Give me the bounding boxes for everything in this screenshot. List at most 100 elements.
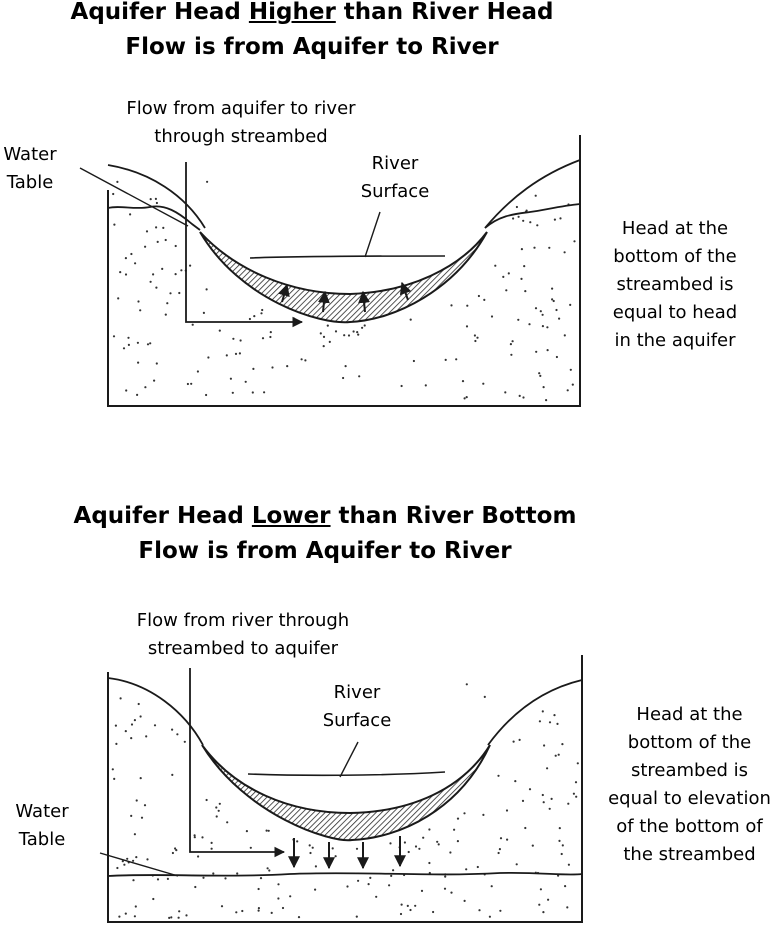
panel-1-flow-path: [185, 162, 304, 328]
sediment-dot: [229, 377, 232, 380]
sediment-dot: [281, 906, 285, 910]
sediment-dot: [137, 702, 140, 706]
sediment-dot: [541, 325, 545, 328]
sediment-dot: [490, 315, 494, 318]
sediment-dot: [129, 213, 132, 216]
sediment-dot: [269, 335, 272, 339]
sediment-dot: [444, 875, 447, 878]
panel-1-water-table-right: [484, 203, 581, 229]
sediment-dot: [551, 287, 554, 290]
panel-2-title-line-2: Flow is from Aquifer to River: [138, 538, 512, 564]
sediment-dot: [130, 723, 134, 726]
sediment-dot: [155, 286, 158, 289]
sediment-dot: [153, 379, 156, 382]
sediment-dot: [164, 238, 167, 242]
panel-2-head-note: Head at the bottom of the streambed is e…: [608, 704, 771, 865]
sediment-dot: [477, 294, 480, 298]
sediment-dot: [122, 347, 126, 350]
sediment-dot: [529, 221, 532, 224]
sediment-dot: [450, 304, 453, 307]
sediment-dot: [326, 324, 329, 327]
sediment-dot: [465, 396, 468, 399]
sediment-dot: [135, 799, 138, 802]
panel-1-title-emphasis: Higher: [248, 0, 336, 25]
sediment-dot: [546, 326, 549, 329]
sediment-dot: [541, 793, 544, 797]
sediment-dot: [124, 273, 128, 276]
sediment-dot: [342, 376, 345, 380]
sediment-dot: [113, 777, 116, 781]
sediment-dot: [112, 192, 115, 196]
sediment-dot: [309, 851, 312, 855]
sediment-dot: [245, 830, 248, 833]
sediment-dot: [174, 273, 177, 276]
sediment-dot: [367, 883, 370, 886]
sediment-dot: [263, 391, 266, 394]
sediment-dot: [548, 807, 551, 810]
sediment-dot: [573, 240, 576, 243]
panel-1-water-table-leader: [79, 167, 189, 227]
sediment-dot: [356, 331, 359, 334]
sediment-dot: [235, 911, 238, 914]
panel-2-ground-surface: [107, 677, 204, 746]
sediment-dot: [171, 773, 174, 777]
sediment-dot: [114, 724, 117, 727]
sediment-dot: [507, 272, 510, 275]
sediment-dot: [542, 911, 545, 914]
sediment-dot: [127, 343, 130, 346]
sediment-dot: [558, 317, 561, 320]
sediment-dot: [123, 863, 126, 866]
sediment-dot: [504, 391, 507, 394]
panel-1-title-line-2: Flow is from Aquifer to River: [125, 34, 499, 60]
sediment-dot: [205, 288, 208, 291]
sediment-dot: [175, 849, 178, 852]
sediment-dot: [124, 257, 127, 260]
sediment-dot: [124, 912, 127, 915]
sediment-dot: [178, 910, 181, 913]
sediment-dot: [270, 911, 273, 915]
sediment-dot: [304, 359, 307, 362]
sediment-dot: [548, 721, 552, 724]
sediment-dot: [521, 799, 525, 803]
sediment-dot: [409, 318, 412, 321]
panel-1-aquifer-dots: [112, 180, 576, 402]
sediment-dot: [239, 339, 242, 342]
sediment-dot: [558, 839, 561, 843]
panel-2-aquifer-dots: [111, 683, 579, 920]
sediment-dot: [542, 386, 545, 389]
sediment-dot: [432, 910, 435, 914]
sediment-dot: [217, 809, 220, 812]
sediment-dot: [133, 833, 136, 836]
sediment-dot: [522, 219, 525, 222]
sediment-dot: [534, 194, 537, 197]
sediment-dot: [155, 226, 158, 229]
sediment-dot: [218, 329, 221, 332]
sediment-dot: [112, 335, 116, 338]
sediment-dot: [193, 836, 196, 839]
sediment-dot: [224, 877, 227, 880]
panel-1-flow-arrow: [278, 283, 290, 303]
sediment-dot: [153, 724, 157, 727]
sediment-dot: [444, 358, 447, 361]
sediment-dot: [197, 855, 200, 858]
sediment-dot: [207, 356, 210, 359]
sediment-dot: [161, 267, 164, 270]
sediment-dot: [189, 264, 192, 267]
sediment-dot: [506, 838, 509, 841]
sediment-dot: [502, 275, 505, 278]
sediment-dot: [113, 223, 116, 226]
sediment-dot: [236, 872, 239, 875]
sediment-dot: [261, 308, 264, 312]
panel-2-flow-label: Flow from river through streambed to aqu…: [136, 610, 350, 659]
sediment-dot: [300, 358, 303, 361]
panel-2-container: [107, 655, 583, 923]
sediment-dot: [357, 333, 360, 336]
sediment-dot: [134, 262, 137, 265]
sediment-dot: [564, 885, 567, 888]
sediment-dot: [361, 326, 364, 329]
sediment-dot: [399, 912, 403, 916]
sediment-dot: [560, 852, 563, 856]
sediment-dot: [557, 753, 560, 756]
sediment-dot: [566, 389, 569, 392]
sediment-dot: [543, 744, 546, 747]
